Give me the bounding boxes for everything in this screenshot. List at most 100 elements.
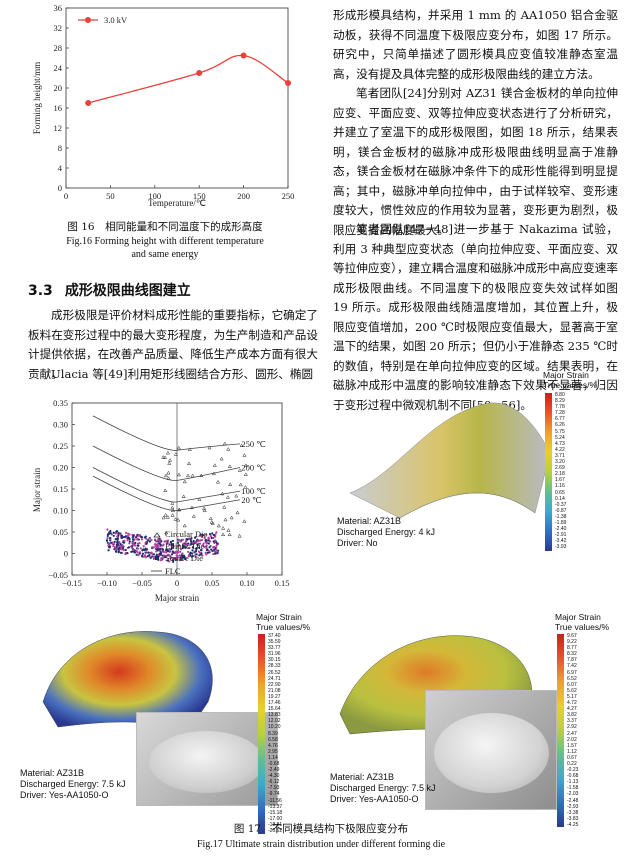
flc-scatter-point — [131, 543, 134, 546]
colorbar-value: 1.57 — [567, 742, 577, 749]
flc-scatter-point — [136, 551, 139, 554]
flc-scatter-point — [159, 548, 162, 551]
colorbar-value: 22.90 — [268, 681, 281, 688]
flc-scatter-point — [203, 545, 206, 549]
panel-c-colorbar-values: 37.40 35.59 33.77 31.96 30.15 28.33 26.52 24.71… — [268, 633, 282, 834]
flc-scatter-triangle — [222, 441, 227, 446]
flc-scatter-point — [163, 551, 166, 554]
colorbar-value: 5.24 — [555, 434, 565, 441]
colorbar-value: 26.52 — [268, 669, 281, 676]
flc-scatter-point — [185, 543, 188, 546]
flc-scatter-point — [205, 549, 209, 552]
flc-scatter-point — [136, 547, 140, 550]
flc-scatter-triangle — [185, 473, 190, 478]
flc-scatter-point — [216, 549, 220, 552]
colorbar-value: -17.00 — [268, 815, 283, 822]
flc-scatter-point — [138, 542, 141, 545]
flc-scatter-point — [135, 553, 138, 556]
colorbar-value: -4.25 — [567, 821, 579, 828]
flc-scatter-point — [163, 556, 167, 559]
flc-scatter-point — [195, 553, 198, 556]
flc-scatter-point — [108, 542, 111, 545]
colorbar-value: 21.08 — [268, 687, 281, 694]
flc-scatter-point — [111, 542, 114, 546]
flc-scatter-triangle — [238, 482, 243, 487]
flc-scatter-point — [178, 550, 182, 553]
section-heading: 3.3 成形极限曲线图建立 — [28, 280, 191, 300]
colorbar-value: 2.69 — [555, 465, 565, 472]
flc-scatter-triangle — [234, 493, 239, 498]
colorbar-value: 3.71 — [555, 452, 565, 459]
flc-scatter-point — [214, 547, 217, 550]
flc-scatter-point — [192, 539, 195, 543]
flc-scatter-point — [216, 551, 219, 555]
colorbar-value: 3.20 — [555, 459, 565, 466]
panel-c-driver: Driver: Yes-AA1050-O — [20, 790, 109, 800]
flc-scatter-point — [158, 542, 161, 545]
flc-scatter-triangle — [164, 473, 169, 478]
colorbar-value: 2.95 — [268, 748, 278, 755]
flc-scatter-point — [165, 551, 168, 554]
flc-curve — [92, 445, 241, 481]
flc-scatter-point — [157, 553, 160, 557]
fig16-caption-en-1: Fig.16 Forming height with different tem… — [66, 236, 264, 247]
flc-scatter-point — [115, 529, 119, 533]
fig16-xtick-label: 0 — [64, 191, 68, 201]
flc-scatter-point — [215, 531, 218, 534]
flc-curve-label: 250 ℃ — [241, 439, 266, 449]
flc-ytick-label: −0.05 — [48, 570, 68, 580]
flc-scatter-triangle — [182, 523, 187, 528]
flc-scatter-point — [143, 554, 147, 557]
flc-scatter-triangle — [161, 455, 166, 459]
flc-scatter-triangle — [170, 505, 175, 510]
flc-scatter-point — [162, 543, 165, 546]
flc-scatter-point — [147, 551, 150, 554]
fig16-caption-cn: 图 16 相同能量和不同温度下的成形高度 — [67, 221, 263, 233]
flc-scatter-point — [194, 555, 197, 558]
colorbar-value: -2.91 — [555, 532, 567, 539]
flc-scatter-triangle — [187, 447, 192, 451]
flc-scatter-point — [170, 546, 173, 550]
flc-scatter-point — [141, 552, 145, 555]
flc-ytick-label: 0 — [64, 549, 68, 559]
flc-scatter-point — [157, 538, 160, 542]
colorbar-value: -0.23 — [567, 767, 579, 774]
flc-scatter-point — [152, 553, 156, 556]
flc-ytick-label: 0.35 — [53, 398, 68, 408]
colorbar-value: -3.83 — [567, 815, 579, 822]
flc-scatter-point — [133, 551, 137, 554]
flc-scatter-point — [126, 539, 129, 542]
flc-scatter-point — [114, 532, 117, 535]
colorbar-value: -2.03 — [567, 791, 579, 798]
flc-scatter-point — [128, 540, 131, 543]
flc-xlabel: Major strain — [155, 593, 200, 603]
flc-scatter-triangle — [237, 468, 242, 472]
flc-scatter-point — [146, 555, 149, 558]
flc-scatter-triangle — [243, 472, 248, 476]
flc-scatter-point — [201, 544, 205, 547]
fig16-ytick-label: 4 — [58, 163, 63, 173]
flc-scatter-point — [187, 542, 190, 545]
flc-scatter-point — [113, 540, 116, 543]
flc-scatter-point — [177, 541, 180, 544]
flc-xtick-label: 0.05 — [205, 578, 220, 588]
flc-scatter-triangle — [165, 515, 170, 519]
colorbar-value: 37.40 — [268, 633, 281, 639]
fig16-plot-frame — [65, 7, 289, 189]
left-paragraph-1: 成形极限是评价材料成形性能的重要指标，它确定了板料在变形过程中的最大变形程度，为… — [28, 308, 318, 381]
colorbar-value: -18.81 — [268, 821, 283, 828]
flc-scatter-triangle — [225, 495, 230, 499]
flc-xtick-label: −0.15 — [62, 578, 82, 588]
colorbar-value: -3.42 — [555, 538, 567, 545]
fig16-xtick-label: 200 — [237, 191, 250, 201]
colorbar-value: 5.62 — [567, 687, 577, 694]
flc-scatter-point — [181, 546, 184, 550]
colorbar-value: 5.75 — [555, 428, 565, 435]
colorbar-value: 8.32 — [567, 651, 577, 658]
flc-scatter-point — [134, 541, 137, 545]
flc-scatter-point — [169, 540, 173, 543]
flc-scatter-point — [205, 546, 208, 550]
flc-scatter-point — [106, 537, 109, 540]
flc-xtick-label: −0.05 — [132, 578, 152, 588]
flc-scatter-point — [198, 546, 201, 549]
